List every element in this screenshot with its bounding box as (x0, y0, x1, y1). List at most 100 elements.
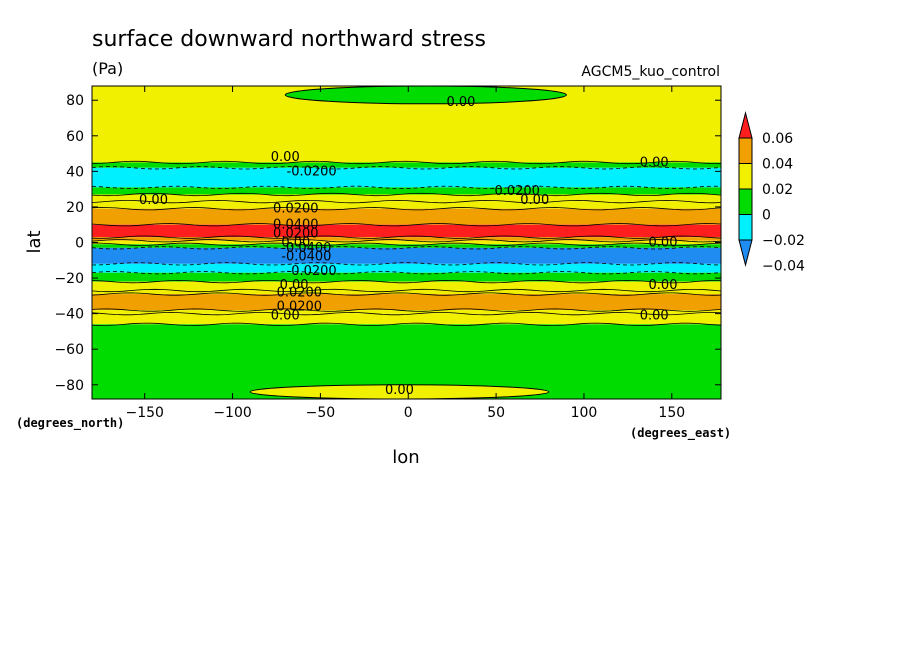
y-axis: −80 −60 −40 −20 0 20 40 60 80 (54, 93, 721, 394)
contour-label-10: 0.00 (281, 236, 310, 251)
contour-label-13: -0.0200 (287, 264, 337, 279)
y-tick-label: −40 (54, 307, 84, 323)
contour-band-5 (92, 201, 721, 209)
contour-band-6 (92, 208, 721, 225)
contour-label-18: 0.00 (649, 236, 678, 251)
contour-line-7 (92, 223, 721, 227)
colorbar-label: 0.02 (762, 182, 793, 198)
contour-band-9 (92, 240, 721, 245)
y-tick-label: 0 (75, 236, 84, 252)
colorbar-label: 0 (762, 208, 771, 224)
contour-label-20: 0.00 (640, 308, 669, 323)
contour-band-11 (92, 247, 721, 264)
contour-line-19 (92, 322, 721, 326)
contour-label-5: 0.00 (520, 193, 549, 208)
contour-line-1 (92, 160, 721, 165)
contour-line-6 (92, 207, 721, 211)
y-tick-label: 60 (66, 129, 84, 145)
y-tick-label: 20 (66, 200, 84, 216)
contour-line-layer (92, 160, 721, 326)
x-tick-label: 100 (571, 405, 598, 421)
contour-band-3 (92, 187, 721, 195)
contour-label-layer: 0.000.00-0.02000.000.02000.000.000.02000… (139, 95, 677, 398)
contour-line-16 (92, 292, 721, 296)
contour-line-2 (92, 166, 721, 170)
y-axis-label: lat (24, 230, 45, 253)
contour-line-8 (92, 235, 721, 239)
contour-band-15 (92, 290, 721, 295)
contour-label-3: 0.00 (640, 155, 669, 170)
colorbar-top-arrow (738, 111, 753, 139)
contour-label-17: 0.00 (271, 308, 300, 323)
colorbar-segment (738, 214, 753, 241)
contour-line-4 (92, 192, 721, 197)
colorbar-label: −0.04 (762, 259, 805, 275)
x-tick-label: 50 (487, 405, 505, 421)
contour-label-1: 0.00 (271, 150, 300, 165)
contour-label-12: -0.0400 (281, 250, 331, 265)
run-label: AGCM5_kuo_control (581, 64, 720, 80)
colorbar-label: 0.06 (762, 131, 793, 147)
contour-fill-layer (92, 86, 721, 399)
contour-band-18 (92, 313, 721, 325)
contour-line-9 (92, 239, 721, 243)
contour-label-19: 0.00 (649, 278, 678, 293)
contour-label-14: 0.00 (280, 278, 309, 293)
y-tick-label: −80 (54, 378, 84, 394)
colorbar-bottom-arrow (738, 239, 753, 267)
x-tick-label: −50 (306, 405, 336, 421)
contour-line-15 (92, 288, 721, 293)
contour-band-10 (92, 244, 721, 248)
contour-label-21: 0.00 (385, 383, 414, 398)
contour-line-5 (92, 199, 721, 204)
chart-units: (Pa) (92, 59, 123, 78)
contour-label-16: 0.0200 (277, 300, 323, 315)
y-tick-label: 40 (66, 164, 84, 180)
contour-line-11 (92, 246, 721, 250)
contour-band-16 (92, 294, 721, 311)
contour-band-12 (92, 263, 721, 273)
colorbar-segment (738, 163, 753, 190)
contour-label-4: 0.0200 (494, 184, 540, 199)
x-tick-label: −100 (213, 405, 251, 421)
y-tick-label: −20 (54, 271, 84, 287)
contour-line-3 (92, 185, 721, 190)
contour-line-13 (92, 271, 721, 275)
contour-band-7 (92, 224, 721, 238)
colorbar-label: −0.02 (762, 233, 805, 249)
x-axis: −150 −100 −50 0 50 100 150 (125, 86, 685, 421)
contour-line-12 (92, 262, 721, 266)
contour-band-17 (92, 310, 721, 314)
y-units-label: (degrees_north) (16, 416, 124, 431)
colorbar-segment (738, 137, 753, 164)
contour-line-14 (92, 279, 721, 284)
contour-band-14 (92, 281, 721, 291)
x-tick-label: 0 (404, 405, 413, 421)
colorbar-segment (738, 188, 753, 215)
contour-band-1 (92, 162, 721, 168)
y-tick-label: −60 (54, 342, 84, 358)
contour-line-18 (92, 311, 721, 316)
x-units-label: (degrees_east) (630, 426, 731, 441)
contour-band-2 (92, 167, 721, 188)
colorbar: 0.06 0.04 0.02 0 −0.02 −0.04 (738, 111, 805, 275)
y-tick-label: 80 (66, 93, 84, 109)
contour-label-7: 0.0200 (273, 202, 319, 217)
contour-band-8 (92, 237, 721, 241)
x-tick-label: 150 (658, 405, 685, 421)
region-north-polar-low (284, 86, 567, 105)
contour-label-2: -0.0200 (287, 164, 337, 179)
chart-title: surface downward northward stress (92, 27, 486, 52)
contour-line-17 (92, 308, 721, 312)
contour-line-10 (92, 242, 721, 246)
colorbar-label: 0.04 (762, 157, 793, 173)
contour-label-8: 0.0400 (273, 218, 319, 233)
contour-label-9: 0.0200 (273, 227, 319, 242)
contour-band-13 (92, 272, 721, 282)
contour-label-0: 0.00 (446, 95, 475, 110)
contour-band-4 (92, 194, 721, 202)
x-tick-label: −150 (125, 405, 163, 421)
contour-label-11: -0.0400 (281, 241, 331, 256)
contour-label-15: 0.0200 (277, 285, 323, 300)
